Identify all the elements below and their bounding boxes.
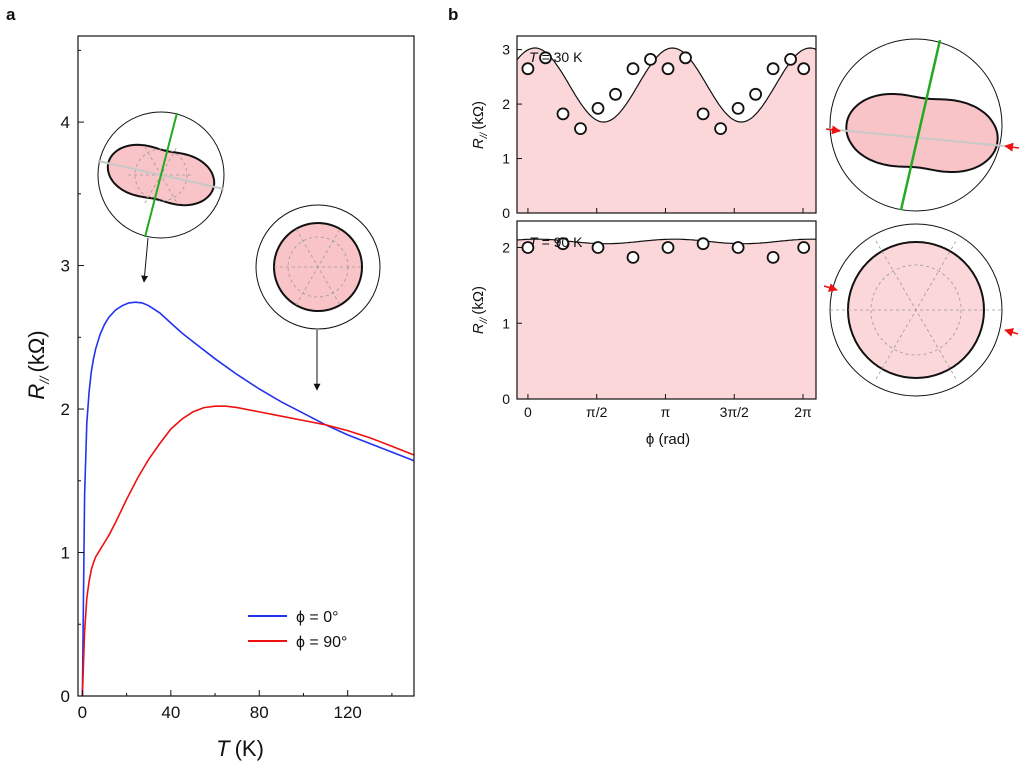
panel-a-ylabel: R//(kΩ) bbox=[24, 330, 52, 399]
data-point bbox=[626, 250, 640, 264]
x-tick-label: 40 bbox=[161, 703, 180, 722]
x-tick-label: 80 bbox=[250, 703, 269, 722]
inset-polar-peanut-a bbox=[97, 111, 225, 239]
panel-b-bottom-frame bbox=[516, 220, 817, 400]
panel-a-xlabel: T (K) bbox=[216, 736, 264, 761]
data-point bbox=[591, 102, 605, 115]
data-point bbox=[661, 241, 675, 254]
data-point bbox=[797, 62, 811, 76]
data-point bbox=[591, 241, 605, 254]
panel-b-top-frame bbox=[516, 35, 817, 214]
data-point bbox=[714, 122, 727, 136]
y-tick-label: 0 bbox=[502, 205, 510, 221]
fit-curve bbox=[517, 47, 816, 123]
x-tick-label: 0 bbox=[78, 703, 87, 722]
panel-b-label: b bbox=[448, 5, 458, 24]
y-tick-label: 2 bbox=[502, 240, 510, 256]
y-tick-label: 3 bbox=[502, 42, 510, 58]
y-tick-label: 1 bbox=[61, 544, 70, 563]
data-point bbox=[696, 107, 710, 121]
y-tick-label: 4 bbox=[61, 113, 70, 132]
panel-b-top-temperature: T = 30 K bbox=[529, 49, 583, 65]
panel-a-frame bbox=[77, 35, 415, 697]
panel-b-bottom-ylabel: R//(kΩ) bbox=[470, 286, 490, 334]
panel-b-top-points bbox=[521, 51, 811, 136]
panel-b-top-ylabel: R//(kΩ) bbox=[470, 101, 490, 149]
panel-b-bottom-ticks: 0 π/2 π 3π/2 2π 0 1 2 bbox=[502, 240, 812, 420]
series-line-0 bbox=[81, 301, 414, 696]
y-tick-label: 1 bbox=[502, 151, 510, 167]
x-tick-label: 3π/2 bbox=[720, 404, 749, 420]
x-tick-label: π bbox=[661, 404, 671, 420]
data-point bbox=[766, 250, 780, 264]
y-tick-label: 1 bbox=[502, 315, 510, 331]
data-point bbox=[766, 62, 780, 76]
series-line-1 bbox=[81, 405, 414, 696]
panel-b-top-fit bbox=[517, 47, 816, 213]
data-point bbox=[784, 53, 797, 66]
panel-a-label: a bbox=[6, 5, 16, 24]
fit-area bbox=[517, 48, 816, 213]
data-point bbox=[626, 62, 640, 76]
inset-arrow-a1 bbox=[141, 237, 149, 283]
data-point bbox=[539, 51, 552, 65]
data-point bbox=[749, 87, 762, 101]
x-tick-label: 2π bbox=[794, 404, 812, 420]
panel-b-bottom-chart: 0 π/2 π 3π/2 2π 0 1 2 T = 90 K R//(kΩ) ϕ (rad) bbox=[470, 220, 817, 448]
inset-polar-peanut-b bbox=[825, 38, 1020, 212]
legend-label-1: ϕ = 90° bbox=[296, 634, 347, 651]
panel-a-legend: ϕ = 0° ϕ = 90° bbox=[248, 609, 347, 651]
panel-b-top-chart: 0 1 2 3 T = 30 K R//(kΩ) bbox=[470, 35, 817, 221]
inset-polar-circle-a bbox=[255, 204, 381, 330]
y-tick-label: 0 bbox=[61, 687, 70, 706]
data-point bbox=[731, 102, 745, 115]
y-tick-label: 2 bbox=[502, 96, 510, 112]
data-point bbox=[731, 241, 745, 254]
data-point bbox=[521, 241, 535, 254]
panel-b-xlabel: ϕ (rad) bbox=[646, 431, 690, 448]
x-tick-label: π/2 bbox=[586, 404, 608, 420]
data-point bbox=[644, 53, 657, 66]
panel-b-bottom-points bbox=[521, 237, 811, 264]
data-point bbox=[696, 237, 710, 251]
data-point bbox=[556, 107, 570, 121]
y-tick-label: 0 bbox=[502, 391, 510, 407]
data-point bbox=[679, 51, 692, 65]
x-tick-label: 120 bbox=[333, 703, 361, 722]
data-point bbox=[556, 237, 570, 251]
fit-area bbox=[517, 239, 816, 399]
data-point bbox=[609, 87, 622, 101]
data-point bbox=[521, 62, 535, 76]
panel-a-ticks: 0 40 80 120 0 1 2 3 4 bbox=[61, 49, 393, 722]
data-point bbox=[797, 241, 811, 254]
inset-polar-circle-b bbox=[823, 223, 1019, 397]
y-tick-label: 3 bbox=[61, 257, 70, 276]
y-tick-label: 2 bbox=[61, 400, 70, 419]
legend-label-0: ϕ = 0° bbox=[296, 609, 339, 626]
panel-a-chart: 0 40 80 120 0 1 2 3 4 R//(kΩ) T (K) ϕ = 0° ϕ = 90… bbox=[24, 35, 415, 761]
panel-a-series bbox=[81, 301, 414, 696]
data-point bbox=[574, 122, 587, 136]
panel-b-bottom-temperature: T = 90 K bbox=[529, 234, 583, 250]
panel-b-top-ticks: 0 1 2 3 bbox=[502, 42, 804, 221]
data-point bbox=[661, 62, 675, 76]
x-tick-label: 0 bbox=[524, 404, 532, 420]
